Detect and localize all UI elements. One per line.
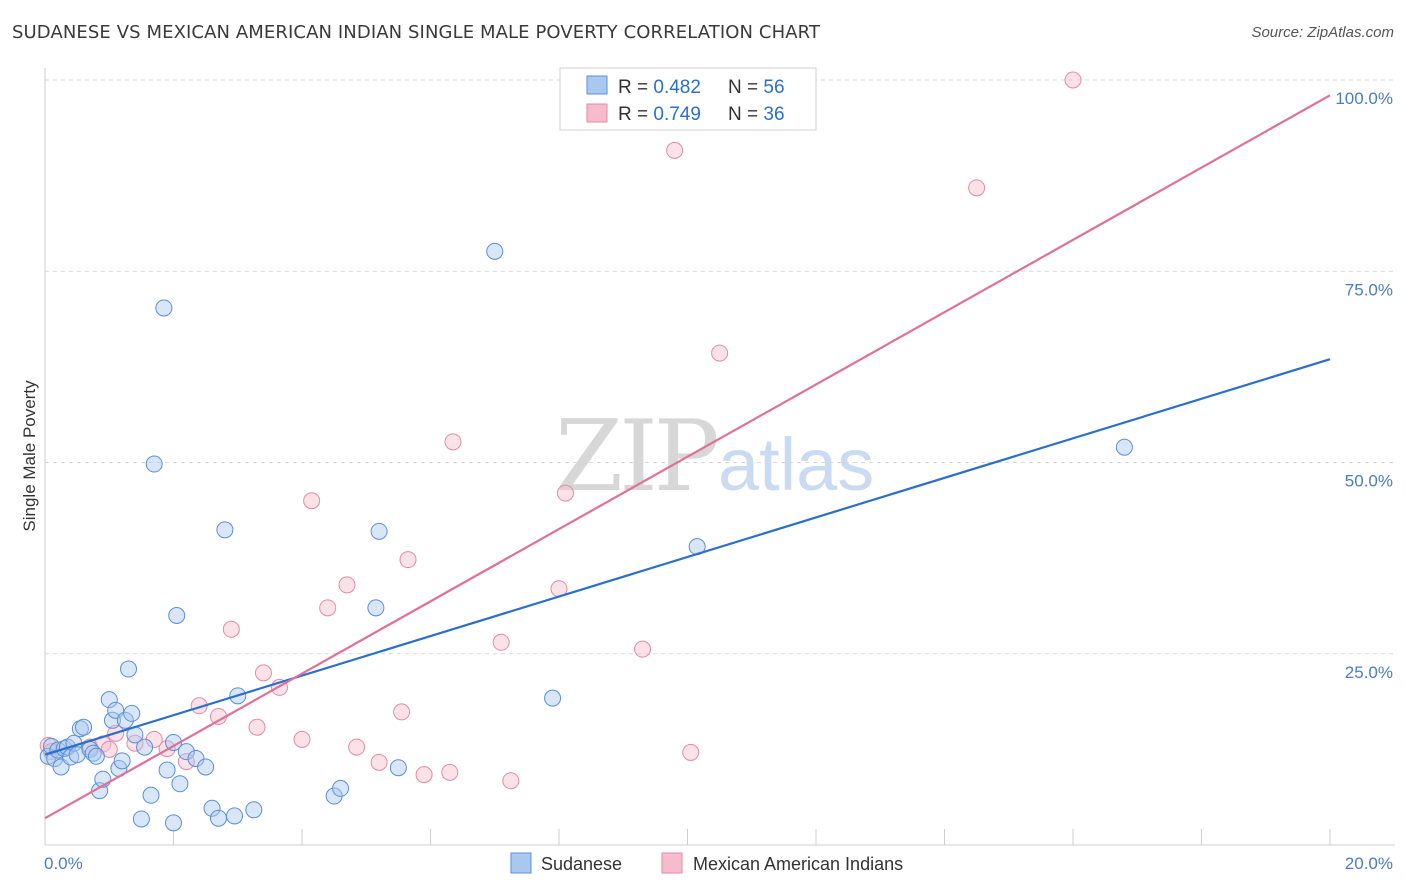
data-point xyxy=(415,766,433,784)
data-point xyxy=(75,718,93,736)
data-point xyxy=(177,753,195,771)
legend-n-value-1: 56 xyxy=(763,77,784,98)
data-point xyxy=(389,759,407,777)
chart-title: SUDANESE VS MEXICAN AMERICAN INDIAN SING… xyxy=(12,22,821,43)
data-point xyxy=(100,691,118,709)
data-point xyxy=(155,299,173,317)
data-point xyxy=(245,801,263,819)
data-point xyxy=(486,242,504,260)
data-point xyxy=(367,599,385,617)
data-point xyxy=(682,743,700,761)
data-point xyxy=(165,814,182,832)
data-point xyxy=(145,455,163,473)
x-tick-label-min: 0.0% xyxy=(44,854,83,873)
data-point xyxy=(136,738,154,756)
data-point xyxy=(209,809,227,827)
data-point xyxy=(177,743,195,761)
data-point xyxy=(187,750,205,768)
data-point xyxy=(338,576,356,594)
data-point xyxy=(132,810,150,828)
data-point xyxy=(370,522,388,540)
data-point xyxy=(399,551,417,569)
data-point xyxy=(168,607,186,624)
data-point xyxy=(216,521,234,539)
data-point xyxy=(370,753,388,771)
data-point xyxy=(711,344,729,362)
data-point xyxy=(968,179,986,197)
y-tick-label-75: 75.0% xyxy=(1345,280,1393,299)
data-point xyxy=(158,761,176,779)
trend-line-mexican-american-indians xyxy=(44,94,1331,820)
watermark-atlas: atlas xyxy=(718,423,874,506)
data-point xyxy=(332,779,350,797)
data-point xyxy=(248,718,266,736)
data-point xyxy=(62,748,80,766)
data-point xyxy=(123,704,141,722)
data-point xyxy=(142,786,160,804)
data-point xyxy=(634,640,652,658)
watermark-zip: ZIP xyxy=(555,400,717,514)
data-point xyxy=(1064,71,1082,89)
series-sudanese xyxy=(39,242,1133,832)
axis-layer: 100.0% 75.0% 50.0% 25.0% xyxy=(44,68,1395,846)
data-point xyxy=(171,775,189,793)
legend-bottom-label-sudanese: Sudanese xyxy=(541,854,622,874)
legend-bottom-label-mexican-american-indians: Mexican American Indians xyxy=(693,854,903,874)
data-point xyxy=(544,689,562,707)
legend-n-label-1: N = xyxy=(728,77,763,98)
data-point xyxy=(441,763,459,781)
legend-r-label-1: R = xyxy=(618,77,653,98)
data-point xyxy=(113,752,131,770)
legend-top: R = 0.482 N = 56 R = 0.749 N = 36 xyxy=(559,67,817,131)
grid-layer xyxy=(45,79,1395,655)
data-point xyxy=(319,599,337,617)
trend-line-sudanese xyxy=(44,358,1331,756)
data-point xyxy=(303,492,321,510)
data-point xyxy=(87,747,105,765)
data-point xyxy=(103,711,121,729)
data-point xyxy=(226,807,244,825)
data-point xyxy=(666,141,684,159)
data-point xyxy=(116,711,134,729)
trend-lines xyxy=(44,94,1331,820)
data-point xyxy=(120,660,138,678)
legend-bottom-swatch-mexican-american-indians xyxy=(661,852,683,874)
data-point xyxy=(293,730,311,748)
y-tick-label-50: 50.0% xyxy=(1345,472,1393,491)
legend-bottom-swatch-sudanese xyxy=(510,852,532,874)
y-tick-label-25: 25.0% xyxy=(1345,663,1393,682)
data-point xyxy=(254,664,272,682)
data-point xyxy=(222,620,240,638)
x-tick-label-max: 20.0% xyxy=(1345,854,1393,873)
series-mexican-american-indians xyxy=(39,71,1082,790)
svg-text:R = 0.749 N = 36: R = 0.749 N = 36 xyxy=(618,104,785,125)
legend-swatch-mexican-american-indians xyxy=(586,103,608,123)
legend-r-value-2: 0.749 xyxy=(653,104,701,125)
y-axis-label: Single Male Poverty xyxy=(20,380,39,532)
data-point xyxy=(393,703,411,721)
legend-n-value-2: 36 xyxy=(763,104,784,125)
legend-r-label-2: R = xyxy=(618,104,653,125)
data-point xyxy=(502,772,520,790)
legend-swatch-sudanese xyxy=(586,75,608,95)
data-point xyxy=(556,484,574,502)
legend-r-value-1: 0.482 xyxy=(653,77,701,98)
legend-bottom: Sudanese Mexican American Indians xyxy=(510,852,903,874)
data-point xyxy=(492,633,510,651)
y-tick-label-100: 100.0% xyxy=(1335,89,1393,108)
data-point xyxy=(1115,438,1133,456)
legend-n-label-2: N = xyxy=(728,104,763,125)
data-point xyxy=(203,799,221,817)
data-point xyxy=(84,744,102,762)
source-label: Source: ZipAtlas.com xyxy=(1251,24,1394,41)
data-point xyxy=(444,433,462,451)
data-point xyxy=(348,738,366,756)
data-point xyxy=(197,758,215,776)
watermark: ZIP atlas xyxy=(555,400,874,514)
svg-text:R = 0.482 N = 56: R = 0.482 N = 56 xyxy=(618,77,785,98)
